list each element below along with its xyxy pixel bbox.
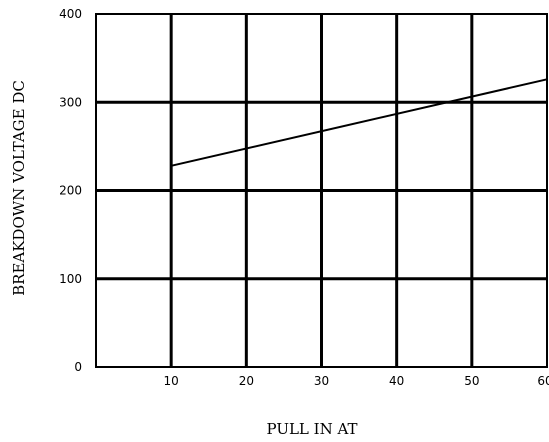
x-tick-label: 20 [239, 374, 254, 388]
x-tick-labels: 10 20 30 40 50 60 [164, 374, 549, 388]
grid-lines [96, 14, 547, 367]
y-tick-label: 0 [74, 360, 82, 374]
y-tick-label: 400 [59, 7, 82, 21]
series-group [170, 78, 548, 167]
x-tick-label: 50 [464, 374, 479, 388]
x-tick-label: 60 [537, 374, 549, 388]
plot-frame [95, 13, 548, 368]
y-axis-title: BREAKDOWN VOLTAGE DC [10, 80, 28, 296]
y-tick-label: 200 [59, 184, 82, 198]
x-tick-label: 40 [389, 374, 404, 388]
series-line [170, 78, 548, 167]
y-tick-labels: 0 100 200 300 400 [59, 7, 82, 374]
x-tick-label: 10 [164, 374, 179, 388]
y-tick-label: 300 [59, 95, 82, 109]
y-tick-label: 100 [59, 272, 82, 286]
x-tick-label: 30 [314, 374, 329, 388]
x-axis-title: PULL IN AT [267, 420, 358, 438]
